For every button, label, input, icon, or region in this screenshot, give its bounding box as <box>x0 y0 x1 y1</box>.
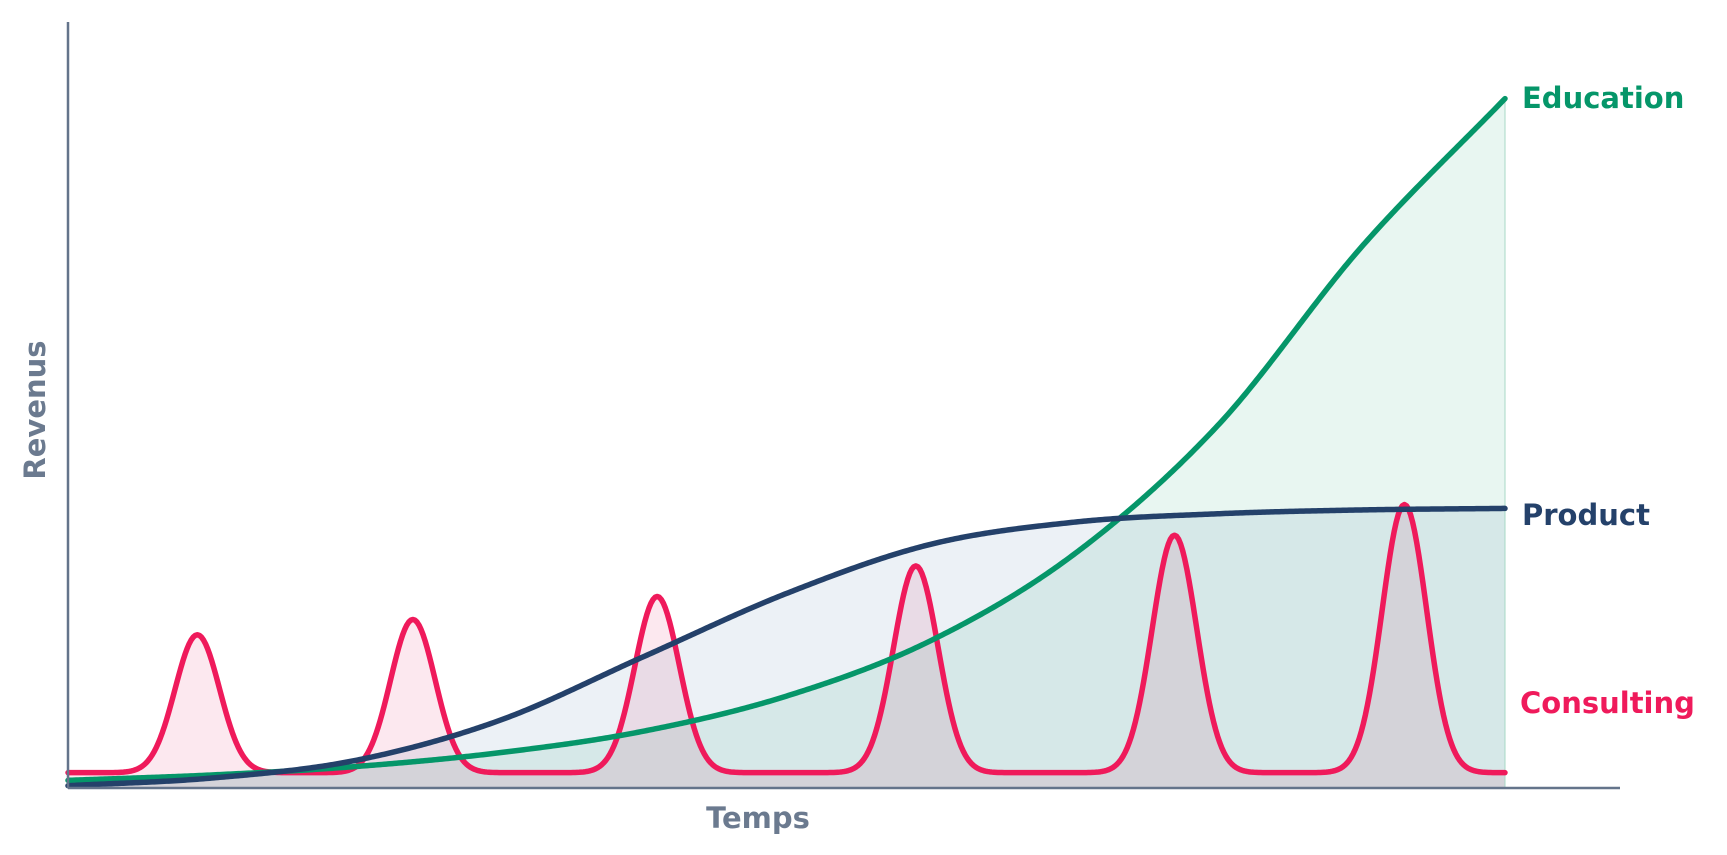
consulting-line <box>65 501 1508 776</box>
product-line <box>65 505 1508 789</box>
x-axis-title: Temps <box>706 801 810 835</box>
label-consulting: Consulting <box>1520 686 1695 720</box>
label-education: Education <box>1522 81 1684 115</box>
series-areas <box>68 98 1506 789</box>
series-lines <box>65 95 1508 789</box>
education-area <box>68 98 1505 789</box>
label-product: Product <box>1522 498 1650 532</box>
y-axis-title: Revenus <box>18 340 52 479</box>
